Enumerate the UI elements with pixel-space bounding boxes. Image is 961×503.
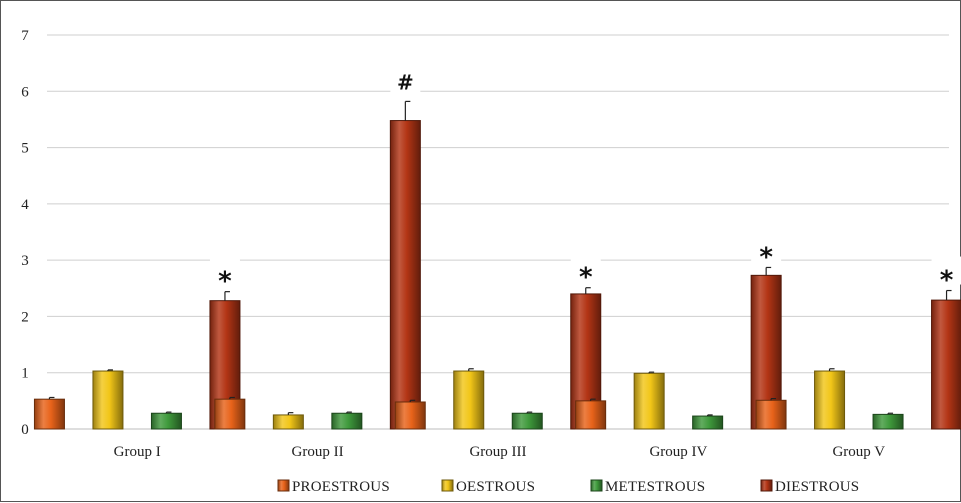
error-bar-group-i-metestrous: [165, 411, 172, 414]
error-bar-group-i-diestrous: [224, 291, 230, 301]
x-axis-ticks: Group I Group II Group III Group IV Group V: [114, 444, 886, 460]
error-bar-group-v-diestrous: [945, 289, 952, 301]
legend-swatch-diestrous: [760, 479, 773, 492]
error-bar-group-iv-proestrous: [590, 398, 596, 401]
bar-group-iii-metestrous: [511, 412, 543, 430]
legend-item-metestrous: METESTROUS: [590, 479, 705, 495]
bar-group-i-proestrous: [33, 398, 65, 430]
bar-group-iii-proestrous: [394, 401, 426, 430]
significance-mark-group-iii: *: [579, 263, 593, 293]
legend-swatch-proestrous: [277, 479, 290, 492]
legend-swatch-oestrous: [441, 479, 454, 492]
annotation-background: [209, 257, 240, 286]
bar-group-v-proestrous: [755, 399, 787, 430]
annotation-background: [931, 256, 961, 285]
legend-label-diestrous: DIESTROUS: [775, 479, 859, 495]
annotation-background: [390, 67, 421, 96]
annotation-background: [570, 253, 601, 282]
y-tick-label-4: 4: [21, 197, 29, 213]
significance-mark-group-iv: *: [759, 242, 773, 272]
bar-group-iv-proestrous: [575, 400, 607, 430]
bar-group-ii-proestrous: [214, 398, 246, 430]
significance-mark-group-ii: #: [397, 70, 414, 94]
bar-group-ii-diestrous: [389, 120, 421, 430]
error-bars: [48, 100, 952, 417]
x-tick-label-group-v: Group V: [832, 444, 885, 460]
error-bar-group-iv-metestrous: [707, 414, 713, 417]
legend-swatch-metestrous: [590, 479, 603, 492]
y-tick-label-0: 0: [21, 422, 29, 438]
x-tick-label-group-i: Group I: [114, 444, 161, 460]
bar-group-v-metestrous: [872, 413, 904, 430]
error-bar-group-iv-diestrous: [765, 266, 772, 276]
bar-group-iii-oestrous: [453, 370, 485, 430]
bars: [33, 120, 961, 430]
x-tick-label-group-iii: Group III: [469, 444, 526, 460]
error-bar-group-iii-diestrous: [585, 287, 591, 294]
y-axis-ticks: 0 1 2 3 4 5 6 7: [21, 28, 29, 438]
legend-item-proestrous: PROESTROUS: [277, 479, 390, 495]
legend-item-diestrous: DIESTROUS: [760, 479, 859, 495]
bar-group-i-oestrous: [92, 370, 124, 430]
annotation-background: [751, 233, 782, 262]
y-tick-label-1: 1: [21, 366, 29, 382]
bar-group-iv-oestrous: [633, 372, 665, 430]
significance-marks: * # * * *: [209, 67, 961, 297]
error-bar-group-ii-oestrous: [287, 412, 294, 415]
x-tick-label-group-ii: Group II: [292, 444, 344, 460]
bar-group-v-diestrous: [931, 299, 961, 430]
legend-label-oestrous: OESTROUS: [456, 479, 535, 495]
error-bar-group-iii-metestrous: [526, 411, 533, 414]
error-bar-group-i-oestrous: [107, 369, 113, 372]
legend-label-metestrous: METESTROUS: [605, 479, 705, 495]
gridlines: [47, 34, 949, 430]
bar-group-i-metestrous: [150, 412, 182, 430]
error-bar-group-v-proestrous: [770, 398, 777, 401]
error-bar-group-v-metestrous: [887, 412, 894, 415]
bar-group-iv-metestrous: [692, 415, 724, 430]
significance-mark-group-i: *: [218, 267, 232, 297]
legend: PROESTROUS OESTROUS METESTROUS DIESTROUS: [277, 479, 859, 495]
legend-item-oestrous: OESTROUS: [441, 479, 535, 495]
error-bar-group-iii-oestrous: [468, 368, 474, 372]
error-bar-group-iv-oestrous: [648, 371, 655, 374]
bar-group-ii-metestrous: [331, 412, 363, 430]
y-tick-label-6: 6: [21, 84, 29, 100]
error-bar-group-i-proestrous: [48, 396, 55, 400]
error-bar-group-ii-metestrous: [346, 411, 352, 414]
error-bar-group-iii-proestrous: [409, 399, 416, 402]
error-bar-group-v-oestrous: [828, 368, 835, 372]
y-tick-label-5: 5: [21, 141, 29, 157]
significance-mark-group-v: *: [940, 266, 954, 296]
legend-label-proestrous: PROESTROUS: [292, 479, 390, 495]
x-tick-label-group-iv: Group IV: [649, 444, 707, 460]
error-bar-group-ii-proestrous: [229, 396, 235, 400]
y-tick-label-7: 7: [21, 28, 29, 44]
bar-group-v-oestrous: [814, 370, 846, 430]
error-bar-group-ii-diestrous: [404, 100, 411, 121]
bar-group-ii-oestrous: [272, 414, 304, 430]
y-tick-label-2: 2: [21, 309, 29, 325]
y-tick-label-3: 3: [21, 253, 29, 269]
